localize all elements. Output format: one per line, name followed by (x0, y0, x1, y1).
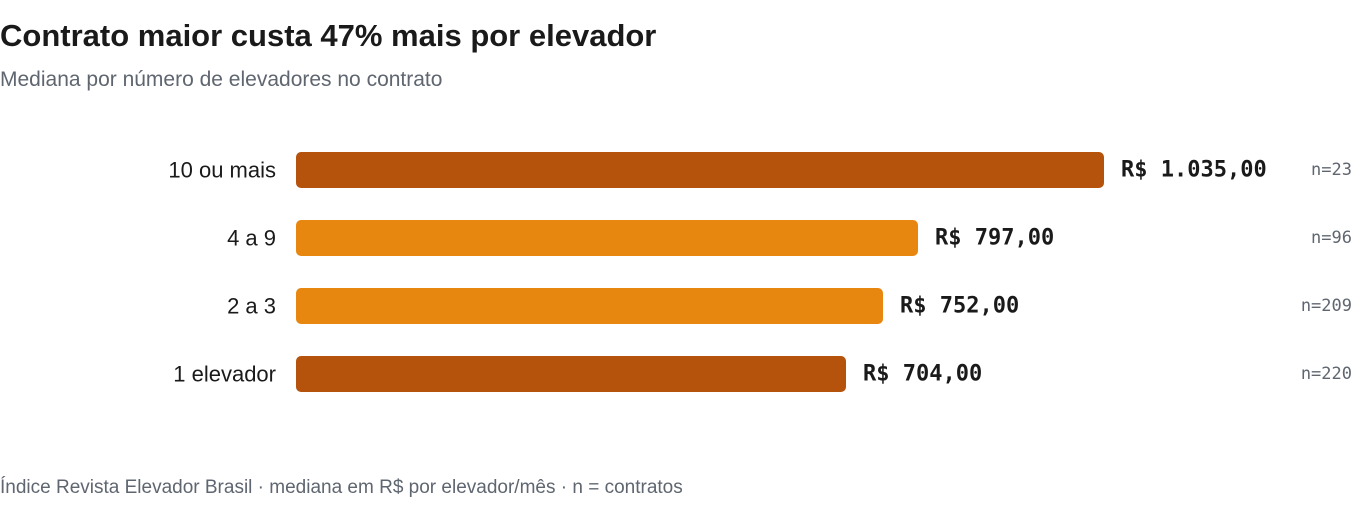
bar-row: 10 ou mais R$ 1.035,00 n=23 (168, 152, 1352, 188)
chart-footer-note: Índice Revista Elevador Brasil · mediana… (0, 477, 683, 498)
sample-size-label: n=209 (1301, 296, 1352, 316)
value-label: R$ 752,00 (900, 294, 1019, 319)
bar (296, 288, 883, 324)
sample-size-label: n=23 (1311, 160, 1352, 180)
bar-row: 2 a 3 R$ 752,00 n=209 (227, 288, 1352, 324)
bar (296, 220, 918, 256)
value-label: R$ 1.035,00 (1121, 158, 1267, 183)
bar-row: 1 elevador R$ 704,00 n=220 (173, 356, 1352, 392)
category-label: 1 elevador (173, 362, 276, 387)
category-label: 10 ou mais (168, 158, 276, 183)
bar-row: 4 a 9 R$ 797,00 n=96 (227, 220, 1352, 256)
sample-size-label: n=96 (1311, 228, 1352, 248)
chart-subtitle: Mediana por número de elevadores no cont… (0, 68, 443, 91)
sample-size-label: n=220 (1301, 364, 1352, 384)
chart-title: Contrato maior custa 47% mais por elevad… (0, 18, 657, 53)
bar (296, 356, 846, 392)
bar (296, 152, 1104, 188)
value-label: R$ 704,00 (863, 362, 982, 387)
category-label: 4 a 9 (227, 226, 276, 251)
category-label: 2 a 3 (227, 294, 276, 319)
value-label: R$ 797,00 (935, 226, 1054, 251)
